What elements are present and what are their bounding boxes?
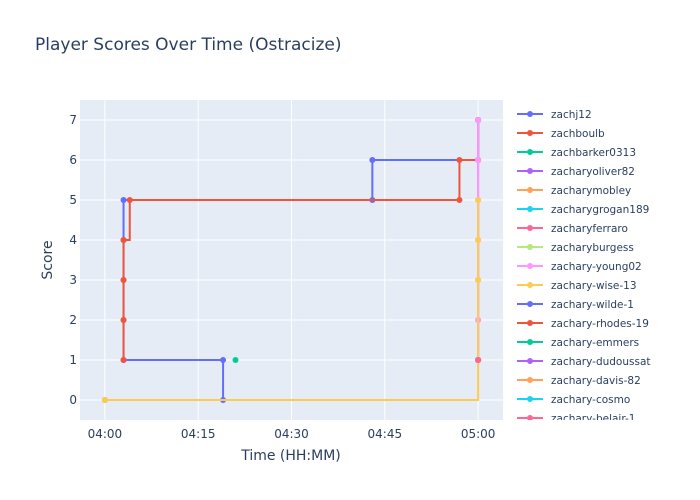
y-axis-title: Score — [40, 240, 56, 279]
data-point — [232, 357, 239, 363]
legend-item[interactable]: zachary-wilde-1 — [517, 299, 634, 311]
legend-item[interactable]: zachboulb — [517, 128, 605, 140]
legend-swatch-marker — [527, 339, 533, 345]
data-point — [220, 357, 227, 363]
legend-swatch-marker — [527, 149, 533, 155]
data-point — [120, 317, 127, 323]
x-tick-label: 04:30 — [274, 427, 309, 441]
x-tick-label: 04:15 — [181, 427, 216, 441]
legend-swatch-marker — [527, 130, 533, 136]
series-zachbarker0313 — [232, 357, 239, 363]
legend-swatch-marker — [527, 396, 533, 402]
legend-item[interactable]: zachary-davis-82 — [517, 375, 641, 387]
legend-item[interactable]: zachbarker0313 — [517, 147, 636, 159]
legend-label: zachj12 — [551, 109, 592, 121]
data-point — [120, 357, 127, 363]
legend[interactable]: zachj12 zachboulb zachbarker0313 zacharyoli… — [517, 109, 651, 425]
series-zachary-wise-13 — [101, 197, 482, 403]
data-point — [475, 117, 482, 123]
legend-label: zachary-davis-82 — [551, 375, 641, 387]
x-tick-label: 04:45 — [368, 427, 403, 441]
series-layer — [101, 117, 482, 403]
data-point — [120, 197, 127, 203]
legend-item[interactable]: zacharyoliver82 — [517, 166, 635, 178]
y-tick-label: 7 — [69, 113, 77, 127]
legend-label: zachary-dudoussat — [551, 356, 651, 368]
legend-item[interactable]: zachary-belair-1 — [517, 413, 635, 425]
y-tick-label: 1 — [69, 353, 77, 367]
legend-swatch-marker — [527, 320, 533, 326]
data-point — [475, 237, 482, 243]
legend-label: zacharymobley — [551, 185, 631, 197]
legend-item[interactable]: zachary-rhodes-19 — [517, 318, 649, 330]
data-point — [120, 277, 127, 283]
legend-item[interactable]: zacharyferraro — [517, 223, 628, 235]
x-tick-label: 04:00 — [88, 427, 123, 441]
y-tick-label: 0 — [69, 393, 77, 407]
legend-item[interactable]: zachary-cosmo — [517, 394, 630, 406]
x-tick-label: 05:00 — [461, 427, 496, 441]
legend-swatch-marker — [527, 282, 533, 288]
legend-label: zacharyferraro — [551, 223, 628, 235]
data-point — [126, 197, 133, 203]
y-tick-label: 6 — [69, 153, 77, 167]
legend-label: zachary-belair-1 — [551, 413, 635, 425]
legend-item[interactable]: zachary-wise-13 — [517, 280, 637, 292]
y-tick-labels: 0 1 2 3 4 5 6 7 — [69, 113, 77, 407]
legend-swatch-marker — [527, 225, 533, 231]
legend-label: zachboulb — [551, 128, 605, 140]
legend-label: zachary-emmers — [551, 337, 639, 349]
x-axis-title: Time (HH:MM) — [240, 448, 341, 464]
legend-swatch-marker — [527, 415, 533, 420]
legend-swatch-marker — [527, 206, 533, 212]
y-tick-label: 2 — [69, 313, 77, 327]
chart-title: Player Scores Over Time (Ostracize) — [35, 35, 342, 55]
legend-item[interactable]: zachj12 — [517, 109, 592, 121]
data-point — [475, 157, 482, 163]
legend-label: zacharygrogan189 — [551, 204, 649, 216]
series-zachary-belair-1 — [475, 357, 482, 363]
data-point — [456, 197, 463, 203]
data-point — [369, 157, 376, 163]
legend-swatch-marker — [527, 244, 533, 250]
y-tick-label: 3 — [69, 273, 77, 287]
legend-label: zachary-cosmo — [551, 394, 630, 406]
legend-label: zachbarker0313 — [551, 147, 636, 159]
data-point — [475, 277, 482, 283]
legend-item[interactable]: zacharymobley — [517, 185, 631, 197]
legend-label: zachary-rhodes-19 — [551, 318, 649, 330]
legend-item[interactable]: zachary-dudoussat — [517, 356, 651, 368]
data-point — [475, 197, 482, 203]
legend-item[interactable]: zachary-emmers — [517, 337, 639, 349]
legend-swatch-marker — [527, 168, 533, 174]
data-point — [456, 157, 463, 163]
data-point — [120, 237, 127, 243]
legend-label: zachary-wilde-1 — [551, 299, 634, 311]
legend-swatch-marker — [527, 301, 533, 307]
legend-label: zachary-young02 — [551, 261, 642, 273]
legend-swatch-marker — [527, 111, 533, 117]
data-point — [475, 357, 482, 363]
legend-swatch-marker — [527, 358, 533, 364]
y-tick-label: 4 — [69, 233, 77, 247]
series-zachboulb — [120, 117, 482, 363]
legend-swatch-marker — [527, 377, 533, 383]
legend-label: zachary-wise-13 — [551, 280, 637, 292]
y-tick-label: 5 — [69, 193, 77, 207]
legend-swatch-marker — [527, 263, 533, 269]
series-line — [122, 120, 480, 360]
legend-swatch-marker — [527, 187, 533, 193]
legend-label: zacharyburgess — [551, 242, 634, 254]
data-point — [101, 397, 108, 403]
legend-item[interactable]: zacharyburgess — [517, 242, 634, 254]
legend-item[interactable]: zachary-young02 — [517, 261, 642, 273]
legend-label: zacharyoliver82 — [551, 166, 635, 178]
x-tick-labels: 04:00 04:15 04:30 04:45 05:00 — [88, 427, 496, 441]
legend-item[interactable]: zacharygrogan189 — [517, 204, 649, 216]
